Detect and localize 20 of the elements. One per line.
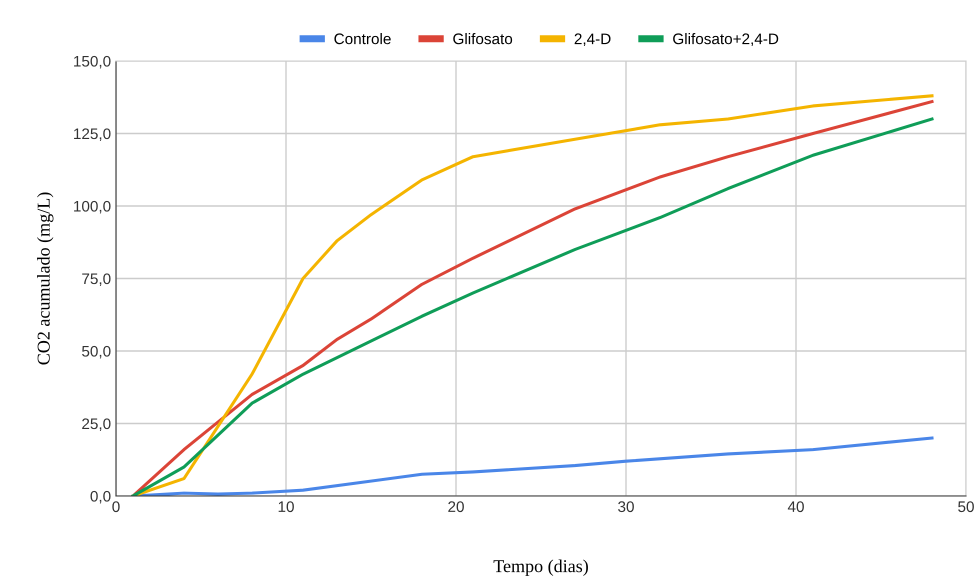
y-tick-label: 150,0	[74, 56, 111, 68]
x-tick-label: 50	[958, 501, 974, 512]
x-tick-label: 30	[618, 501, 634, 512]
y-tick-label: 100,0	[74, 200, 111, 214]
legend-label: Glifosato+2,4-D	[673, 33, 778, 46]
y-tick-label: 0,0	[90, 490, 111, 504]
x-tick-label: 0	[112, 501, 120, 512]
y-tick-label: 25,0	[82, 418, 111, 431]
line-series	[131, 436, 934, 496]
legend-label: Glifosato	[453, 33, 512, 44]
x-tick-label: 10	[278, 501, 294, 512]
y-tick-label: 125,0	[74, 128, 111, 141]
y-tick-label: 75,0	[82, 273, 111, 286]
x-axis-title: Tempo (dias)	[494, 560, 588, 576]
x-tick-label: 20	[448, 501, 464, 512]
y-tick-label: 50,0	[82, 346, 111, 358]
y-axis-title: CO2 acumulado (mg/L)	[37, 192, 54, 365]
legend-label: 2,4-D	[574, 33, 611, 46]
legend-label: Controle	[334, 33, 391, 44]
x-tick-label: 40	[788, 501, 804, 512]
